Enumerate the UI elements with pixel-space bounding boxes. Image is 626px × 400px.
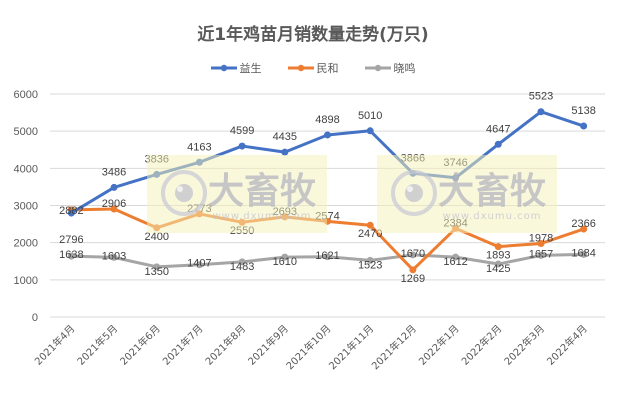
y-tick-label: 2000 [14, 238, 38, 250]
legend-label: 益生 [239, 62, 262, 75]
data-label: 2400 [144, 231, 168, 243]
data-label: 1407 [187, 258, 211, 270]
data-point-marker[interactable] [281, 253, 289, 261]
data-point-marker[interactable] [494, 243, 502, 251]
y-tick-label: 0 [32, 312, 38, 324]
legend-item-xiaoming[interactable]: 晓鸣 [364, 60, 416, 76]
data-label: 4647 [486, 123, 510, 135]
legend-line-marker-icon [364, 64, 391, 72]
data-point-marker[interactable] [452, 253, 460, 261]
data-label: 1638 [59, 249, 83, 261]
data-label: 1684 [571, 247, 595, 259]
y-tick-label: 4000 [14, 163, 38, 175]
data-label: 2366 [571, 218, 595, 230]
data-label: 2470 [358, 228, 382, 240]
x-tick-label: 2021年6月 [117, 322, 163, 368]
data-point-marker[interactable] [238, 142, 246, 150]
x-tick-label: 2021年9月 [245, 322, 291, 368]
data-point-marker[interactable] [324, 253, 331, 261]
data-point-marker[interactable] [580, 122, 588, 130]
data-point-marker[interactable] [238, 258, 246, 266]
y-tick-label: 6000 [14, 89, 38, 101]
data-point-marker[interactable] [409, 266, 417, 274]
x-tick-label: 2021年12月 [369, 322, 419, 372]
data-point-marker[interactable] [324, 131, 331, 139]
data-label: 5523 [529, 91, 553, 103]
data-label: 1610 [273, 256, 297, 268]
data-point-marker[interactable] [580, 225, 588, 233]
watermark-url: www.dxumu.com [212, 211, 311, 222]
legend-line-marker-icon [287, 64, 314, 72]
data-label: 1350 [144, 266, 168, 278]
data-point-marker[interactable] [537, 239, 545, 247]
data-label: 1670 [401, 248, 425, 260]
data-label: 1425 [486, 263, 510, 275]
data-label: 4163 [187, 141, 211, 153]
x-tick-label: 2022年2月 [459, 322, 505, 368]
data-label: 1483 [230, 261, 254, 273]
chart-legend: 益生 民和 晓鸣 [0, 60, 626, 76]
x-tick-label: 2021年10月 [283, 322, 333, 372]
data-point-marker[interactable] [67, 209, 75, 217]
data-label: 2882 [59, 205, 83, 217]
data-label: 4435 [273, 131, 297, 143]
data-point-marker[interactable] [409, 251, 417, 259]
data-label: 2906 [102, 198, 126, 210]
x-tick-label: 2022年4月 [544, 322, 590, 368]
data-label: 1523 [358, 259, 382, 271]
y-tick-label: 3000 [14, 201, 38, 213]
x-tick-label: 2021年5月 [74, 322, 120, 368]
watermark-text: 大畜牧 [438, 171, 547, 212]
legend-line-marker-icon [210, 64, 237, 72]
y-tick-label: 5000 [14, 126, 38, 138]
data-label: 1603 [102, 250, 126, 262]
data-label: 1621 [315, 250, 339, 262]
data-label: 3486 [102, 166, 126, 178]
data-point-marker[interactable] [110, 205, 118, 213]
data-point-marker[interactable] [366, 256, 374, 264]
x-tick-label: 2021年8月 [202, 322, 248, 368]
x-tick-label: 2021年4月 [32, 322, 78, 368]
x-tick-label: 2021年7月 [160, 322, 206, 368]
data-point-marker[interactable] [110, 253, 118, 261]
x-tick-label: 2021年11月 [326, 322, 376, 372]
data-label: 4898 [315, 114, 339, 126]
chart-title: 近1年鸡苗月销数量走势(万只) [197, 25, 429, 45]
x-tick-label: 2022年3月 [501, 322, 547, 368]
data-point-marker[interactable] [153, 263, 161, 271]
data-label: 1893 [486, 250, 510, 262]
data-label: 1612 [443, 256, 467, 268]
x-tick-label: 2022年1月 [416, 322, 462, 368]
data-label: 5138 [571, 105, 595, 117]
data-label: 2796 [59, 234, 83, 246]
data-point-marker[interactable] [537, 251, 545, 259]
data-point-marker[interactable] [195, 261, 203, 269]
data-point-marker[interactable] [580, 250, 588, 258]
data-point-marker[interactable] [494, 140, 502, 148]
data-point-marker[interactable] [366, 221, 374, 229]
data-point-marker[interactable] [281, 148, 289, 156]
data-label: 4599 [230, 125, 254, 137]
data-point-marker[interactable] [366, 127, 374, 135]
data-label: 1657 [529, 248, 553, 260]
watermark-text: 大畜牧 [208, 171, 317, 212]
watermark-url: www.dxumu.com [442, 211, 541, 222]
legend-label: 民和 [316, 62, 339, 75]
legend-item-minhe[interactable]: 民和 [287, 60, 339, 76]
data-label: 5010 [358, 110, 382, 122]
y-tick-label: 1000 [14, 275, 38, 287]
legend-item-yisheng[interactable]: 益生 [210, 60, 262, 76]
data-point-marker[interactable] [110, 183, 118, 191]
data-point-marker[interactable] [537, 108, 545, 116]
data-label: 1269 [401, 273, 425, 285]
data-label: 1978 [529, 232, 553, 244]
legend-label: 晓鸣 [393, 62, 416, 75]
data-point-marker[interactable] [494, 260, 502, 268]
data-point-marker[interactable] [67, 252, 75, 260]
